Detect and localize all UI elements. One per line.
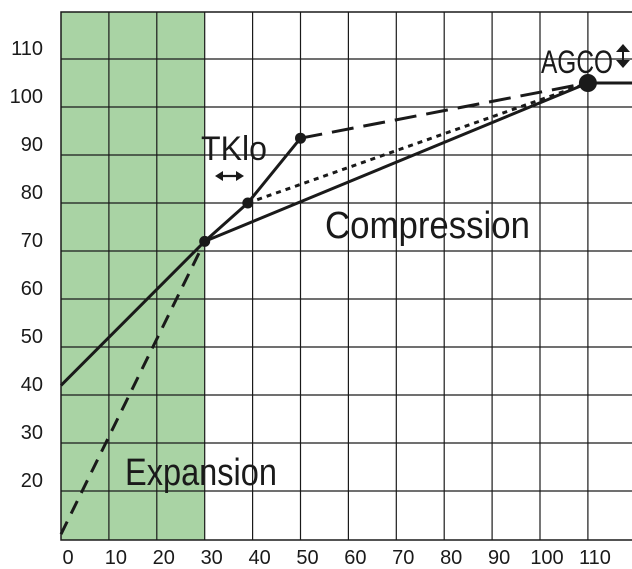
data-point-marker (578, 74, 597, 92)
x-tick-label: 0 (62, 547, 73, 569)
y-tick-label: 80 (21, 182, 43, 204)
y-tick-label: 110 (11, 38, 43, 60)
x-tick-label: 50 (296, 547, 318, 569)
x-tick-label: 10 (105, 547, 127, 569)
y-tick-label: 90 (21, 134, 43, 156)
x-tick-label: 40 (248, 547, 270, 569)
x-tick-labels: 0 10 20 30 40 50 60 70 80 90 100 110 (62, 547, 610, 569)
x-tick-label: 70 (392, 547, 414, 569)
y-tick-labels: 20 30 40 50 60 70 80 90 100 110 (10, 38, 43, 492)
annotation-agco: AGCO (541, 44, 613, 80)
series-line-4 (300, 81, 589, 140)
annotation-compression: Compression (325, 205, 530, 247)
data-point-marker (242, 197, 254, 209)
data-point-marker (199, 235, 211, 247)
y-tick-label: 40 (21, 374, 43, 396)
annotation-tklo: TKlo (201, 130, 267, 168)
x-tick-label: 90 (488, 547, 510, 569)
series-line-5 (247, 81, 589, 205)
data-point-marker (295, 132, 306, 144)
y-tick-label: 60 (21, 278, 43, 300)
x-tick-label: 80 (440, 547, 462, 569)
double-arrow-horizontal-icon (215, 171, 244, 181)
x-tick-label: 20 (153, 547, 175, 569)
x-tick-label: 30 (201, 547, 223, 569)
annotation-expansion: Expansion (125, 452, 277, 494)
horizontal-gridlines (61, 58, 632, 492)
x-tick-label: 100 (530, 547, 563, 569)
series-line-1 (59, 137, 302, 387)
x-tick-label: 110 (579, 547, 611, 569)
y-tick-label: 50 (21, 326, 43, 348)
y-tick-label: 20 (21, 470, 43, 492)
expansion-region (61, 12, 205, 540)
x-tick-label: 60 (344, 547, 366, 569)
y-tick-label: 100 (10, 86, 43, 108)
plot-frame (60, 11, 632, 541)
series-line-3 (59, 240, 207, 535)
y-tick-label: 30 (21, 422, 43, 444)
double-arrow-vertical-icon (616, 44, 630, 68)
data-markers (199, 74, 597, 247)
y-tick-label: 70 (21, 230, 43, 252)
